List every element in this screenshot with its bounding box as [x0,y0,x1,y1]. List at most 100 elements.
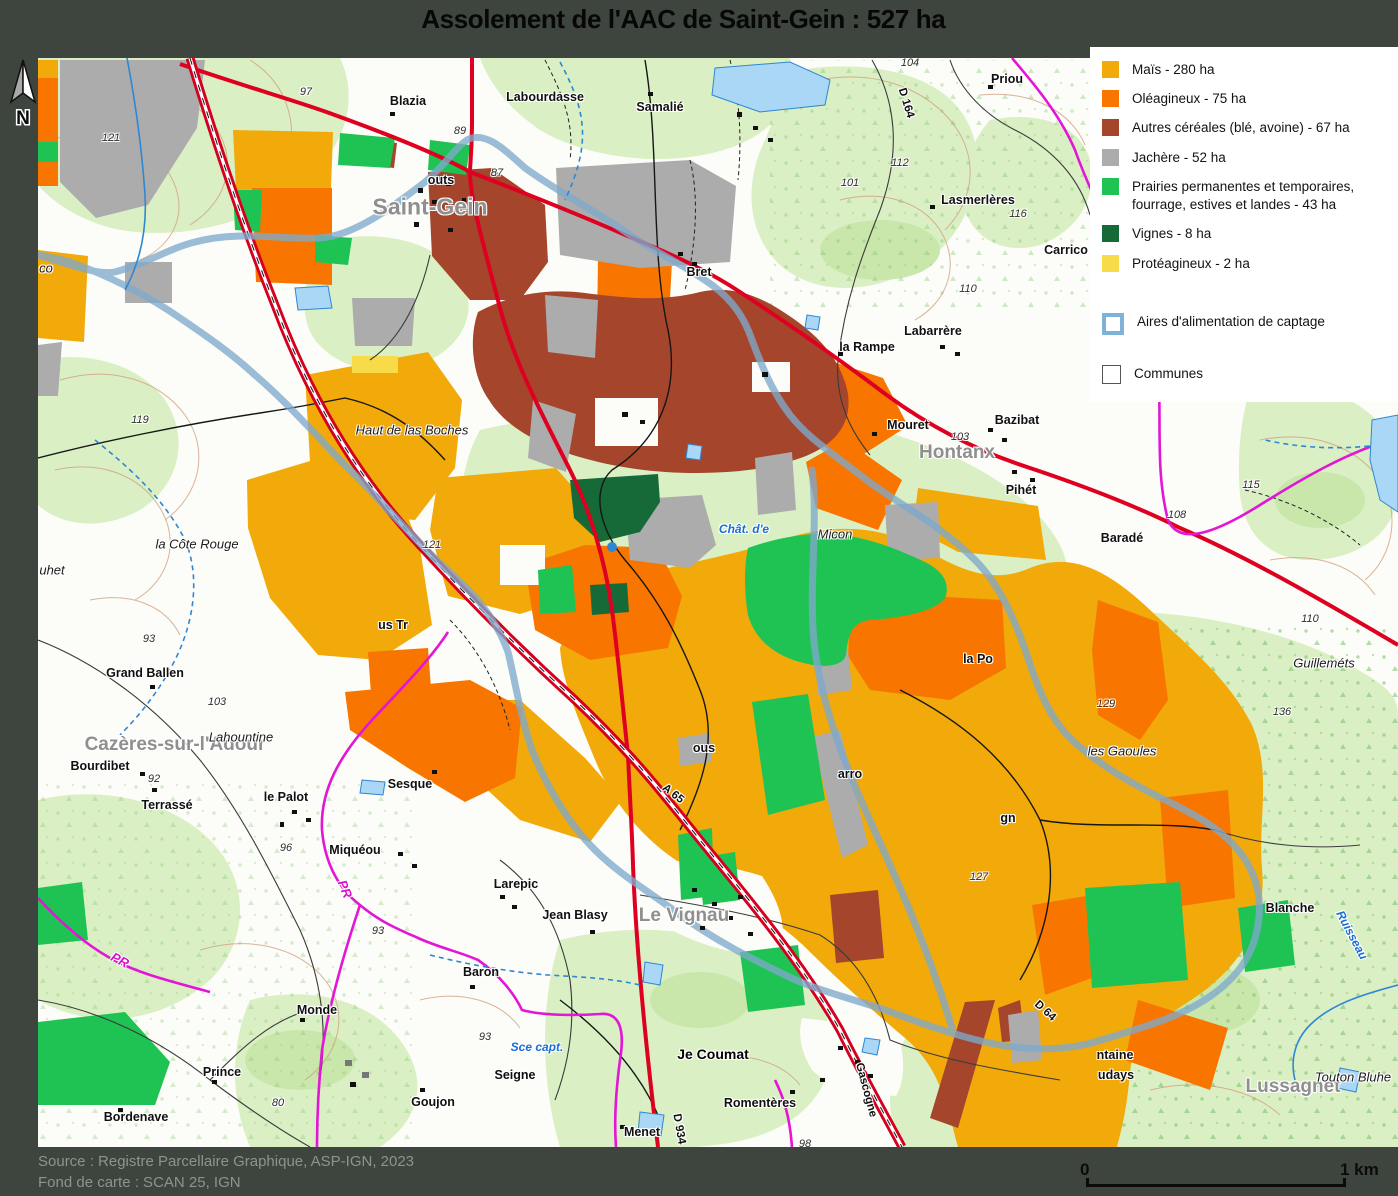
map-label: 121 [101,132,121,144]
minor-roads [38,59,1361,1147]
map-label: la Po [963,652,993,666]
map-label: arro [837,767,863,781]
legend-swatch-vignes [1102,225,1119,243]
map-label: 87 [490,167,504,179]
map-label: Romentères [723,1096,797,1110]
map-label: 93 [478,1031,492,1043]
map-label: Terrassé [141,798,193,812]
map-label: 119 [131,414,149,426]
map-label: udays [1097,1068,1135,1082]
map-label: Lussagnet [1245,1076,1341,1097]
map-label: Miquéou [329,843,381,857]
ponds [294,61,1398,1137]
legend-swatch-autres-cereales [1102,119,1119,137]
legend-swatch-mais [1102,61,1119,78]
map-label: Micon [817,526,853,542]
map-label: Blazia [389,94,427,108]
map-label: outs [427,173,455,187]
map-label: 101 [840,177,860,189]
pr-trails [38,58,1398,1147]
map-label: Lahountine [208,729,274,745]
legend-label-jachere: Jachère - 52 ha [1132,149,1226,165]
map-label: 116 [1009,208,1027,220]
map-label: Haut de las Boches [355,422,469,438]
map-label: Le Vignau [638,905,730,926]
road-d-branch-west [179,62,471,174]
map-label: 115 [1242,479,1260,491]
scale-start-label: 0 [1080,1160,1090,1179]
legend-label-vignes: Vignes - 8 ha [1132,226,1212,242]
map-label: Baron [462,965,500,979]
map-label: 93 [371,925,385,937]
map-label: Saint-Gein [372,193,488,220]
legend-swatch-prairies [1102,177,1119,195]
highway-a65 [185,58,906,1147]
legend-item-captage: Aires d'alimentation de captage [1102,312,1398,335]
legend-label-oleagineux: Oléagineux - 75 ha [1132,91,1247,107]
map-label: Hontanx [919,442,995,463]
map-label: Labarrère [904,324,962,338]
legend-label-proteagineux: Protéagineux - 2 ha [1132,255,1250,271]
svg-text:N: N [16,108,30,129]
map-label: Grand Ballen [106,666,184,680]
map-label: Je Coumat [677,1046,749,1062]
map-label: 112 [891,157,909,169]
map-label: Monde [296,1003,338,1017]
map-label: 121 [422,539,442,551]
map-label: 92 [147,773,161,785]
map-label: Mouret [887,418,929,432]
legend-label-prairies: Prairies permanentes et temporaires, fou… [1132,178,1355,213]
map-label: le Palot [263,790,309,804]
map-label: Menet [623,1125,661,1139]
map-label: ntaine [1096,1048,1134,1062]
map-label: 110 [959,283,977,295]
map-label: Larepic [493,877,539,891]
map-label: Bourdibet [70,759,130,773]
legend-item-prairies: Prairies permanentes et temporaires, fou… [1102,177,1398,214]
legend-swatch-oleagineux [1102,90,1119,108]
legend-item-communes: Communes [1102,364,1398,384]
legend-swatch-communes [1102,364,1121,384]
captage-boundary [38,133,1263,1053]
map-label: 80 [271,1097,285,1109]
map-label: us Tr [378,618,408,632]
legend-swatch-jachere [1102,148,1119,166]
map-label: Sesque [387,777,433,791]
map-label: Blanche [1265,901,1315,915]
map-label: Goujon [411,1095,455,1109]
streams [94,58,1398,1081]
map-label: 89 [453,125,467,137]
legend-item-autres-cereales: Autres céréales (blé, avoine) - 67 ha [1102,119,1398,137]
map-label: 110 [1301,613,1319,625]
north-arrow-icon: N [9,59,37,131]
map-label: 98 [798,1138,812,1147]
legend-label-captage: Aires d'alimentation de captage [1137,313,1325,329]
map-label: Bazibat [994,413,1040,427]
map-label: Bordenave [103,1110,169,1124]
map-label: 93 [142,633,156,645]
map-label: 103 [950,431,970,443]
legend-item-vignes: Vignes - 8 ha [1102,225,1398,243]
map-label: la Rampe [839,340,895,354]
map-label: Priou [991,72,1023,86]
legend-item-jachere: Jachère - 52 ha [1102,148,1398,167]
map-label: Prince [202,1065,242,1079]
map-label: 129 [1096,698,1116,710]
map-label: Cazères-sur-l'Adour [84,734,266,755]
map-label: Guilleméts [1293,655,1355,671]
map-label: gn [1000,811,1016,825]
scale-bar [1086,1178,1346,1187]
map-label: Bret [686,265,712,279]
map-label: 104 [900,58,920,69]
map-label: co [39,260,53,276]
parcels-proteagineux [352,356,398,373]
legend-item-oleagineux: Oléagineux - 75 ha [1102,90,1398,108]
legend-item-mais: Maïs - 280 ha [1102,61,1398,79]
source-line-1: Source : Registre Parcellaire Graphique,… [38,1153,415,1170]
map-label: Samalié [636,100,684,114]
legend-panel: Maïs - 280 ha Oléagineux - 75 ha Autres cé… [1090,47,1398,402]
map-label: Chât. d'e [718,522,770,536]
map-label: 96 [279,842,293,854]
legend-item-proteagineux: Protéagineux - 2 ha [1102,254,1398,273]
